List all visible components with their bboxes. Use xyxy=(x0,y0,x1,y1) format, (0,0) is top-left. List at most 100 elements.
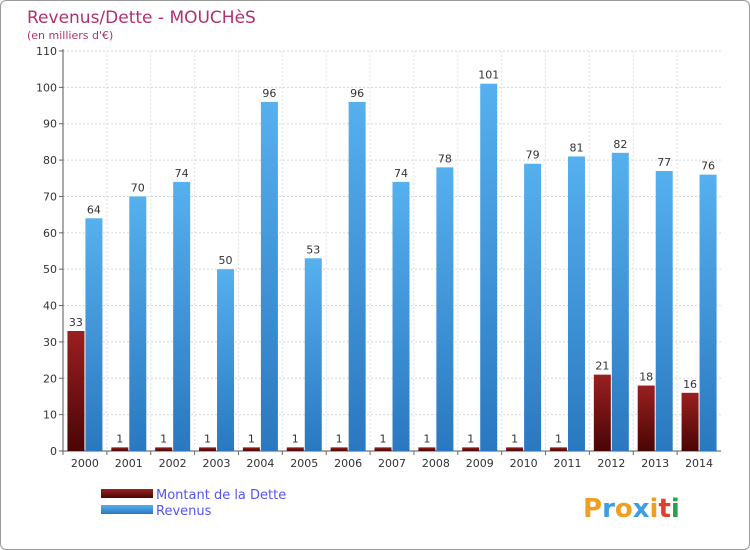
data-label-revenus: 53 xyxy=(306,243,320,256)
logo-letter: x xyxy=(633,494,650,524)
bar-debt xyxy=(462,447,480,451)
data-label-debt: 1 xyxy=(248,432,255,445)
x-tick-label: 2011 xyxy=(553,457,581,470)
bar-debt xyxy=(549,447,567,451)
data-label-debt: 1 xyxy=(555,432,562,445)
bar-revenus xyxy=(655,171,673,451)
logo-letter: P xyxy=(583,494,602,524)
proxiti-logo: Proxiti xyxy=(583,494,680,524)
data-label-debt: 1 xyxy=(336,432,343,445)
logo-text: Proxiti xyxy=(583,494,680,524)
x-tick-label: 2003 xyxy=(203,457,231,470)
bar-revenus xyxy=(699,174,717,452)
logo-letter: t xyxy=(658,494,670,524)
data-label-revenus: 81 xyxy=(569,141,583,154)
data-label-revenus: 64 xyxy=(87,203,101,216)
bar-revenus xyxy=(304,258,322,451)
data-label-debt: 1 xyxy=(204,432,211,445)
y-tick-label: 50 xyxy=(43,263,57,276)
bar-revenus xyxy=(524,163,542,451)
x-tick-label: 2000 xyxy=(71,457,99,470)
data-label-debt: 1 xyxy=(116,432,123,445)
data-label-debt: 33 xyxy=(69,316,83,329)
y-tick-label: 80 xyxy=(43,154,57,167)
data-label-debt: 1 xyxy=(380,432,387,445)
x-tick-label: 2009 xyxy=(466,457,494,470)
legend-label-revenus: Revenus xyxy=(156,504,212,519)
bar-debt xyxy=(242,447,260,451)
bar-debt xyxy=(155,447,173,451)
data-label-debt: 1 xyxy=(467,432,474,445)
bar-revenus xyxy=(260,101,278,451)
legend-swatch-debt xyxy=(101,489,153,498)
logo-letter: r xyxy=(602,494,615,524)
data-label-debt: 1 xyxy=(292,432,299,445)
x-tick-label: 2007 xyxy=(378,457,406,470)
bar-debt xyxy=(67,331,85,451)
axes: 0 10 20 30 40 50 60 70 80 90 100 110 2000 2001 2002 200… xyxy=(36,45,721,470)
bar-revenus xyxy=(611,152,629,451)
bar-revenus xyxy=(348,101,366,451)
data-label-revenus: 70 xyxy=(131,181,145,194)
x-tick-label: 2002 xyxy=(159,457,187,470)
data-label-revenus: 82 xyxy=(613,138,627,151)
bars xyxy=(67,83,717,452)
y-tick-label: 10 xyxy=(43,409,57,422)
data-label-revenus: 101 xyxy=(478,69,499,82)
bar-revenus xyxy=(85,218,103,451)
x-tick-label: 2006 xyxy=(334,457,362,470)
bar-revenus xyxy=(129,196,147,451)
data-label-revenus: 76 xyxy=(701,160,715,173)
bar-revenus xyxy=(567,156,585,452)
bar-debt xyxy=(111,447,129,451)
bar-revenus xyxy=(173,181,191,451)
bar-debt xyxy=(374,447,392,451)
data-label-revenus: 96 xyxy=(350,87,364,100)
bar-debt xyxy=(330,447,348,451)
data-label-revenus: 74 xyxy=(175,167,189,180)
y-tick-label: 30 xyxy=(43,336,57,349)
data-label-revenus: 96 xyxy=(262,87,276,100)
bar-debt xyxy=(637,385,655,451)
data-label-debt: 21 xyxy=(595,360,609,373)
data-label-revenus: 74 xyxy=(394,167,408,180)
y-tick-label: 90 xyxy=(43,118,57,131)
bar-revenus xyxy=(436,167,454,451)
chart-title: Revenus/Dette - MOUCHèS xyxy=(27,8,256,28)
bar-debt xyxy=(286,447,304,451)
data-label-revenus: 79 xyxy=(526,149,540,162)
legend: Montant de la Dette Revenus xyxy=(101,488,286,519)
y-tick-label: 60 xyxy=(43,227,57,240)
data-label-debt: 1 xyxy=(511,432,518,445)
y-tick-label: 0 xyxy=(50,445,57,458)
data-label-revenus: 78 xyxy=(438,152,452,165)
bar-debt xyxy=(199,447,217,451)
bar-debt xyxy=(506,447,524,451)
data-label-debt: 1 xyxy=(423,432,430,445)
logo-letter: o xyxy=(615,494,633,524)
x-tick-label: 2004 xyxy=(246,457,274,470)
legend-label-debt: Montant de la Dette xyxy=(156,488,286,503)
bar-revenus xyxy=(480,83,498,452)
bar-debt xyxy=(681,392,699,451)
logo-letter: i xyxy=(671,494,680,524)
x-tick-label: 2010 xyxy=(510,457,538,470)
y-tick-label: 20 xyxy=(43,372,57,385)
y-tick-label: 100 xyxy=(36,81,57,94)
x-tick-label: 2001 xyxy=(115,457,143,470)
x-tick-label: 2008 xyxy=(422,457,450,470)
data-label-debt: 16 xyxy=(683,378,697,391)
bar-revenus xyxy=(392,181,410,451)
data-labels: 3364170174150196153196174178110117918121… xyxy=(69,69,715,446)
bar-revenus xyxy=(217,269,235,451)
x-tick-label: 2005 xyxy=(290,457,318,470)
data-label-revenus: 77 xyxy=(657,156,671,169)
legend-swatch-revenus xyxy=(101,505,153,514)
data-label-debt: 18 xyxy=(639,371,653,384)
y-tick-label: 40 xyxy=(43,300,57,313)
x-tick-label: 2013 xyxy=(641,457,669,470)
bar-debt xyxy=(593,374,611,451)
x-tick-label: 2012 xyxy=(597,457,625,470)
